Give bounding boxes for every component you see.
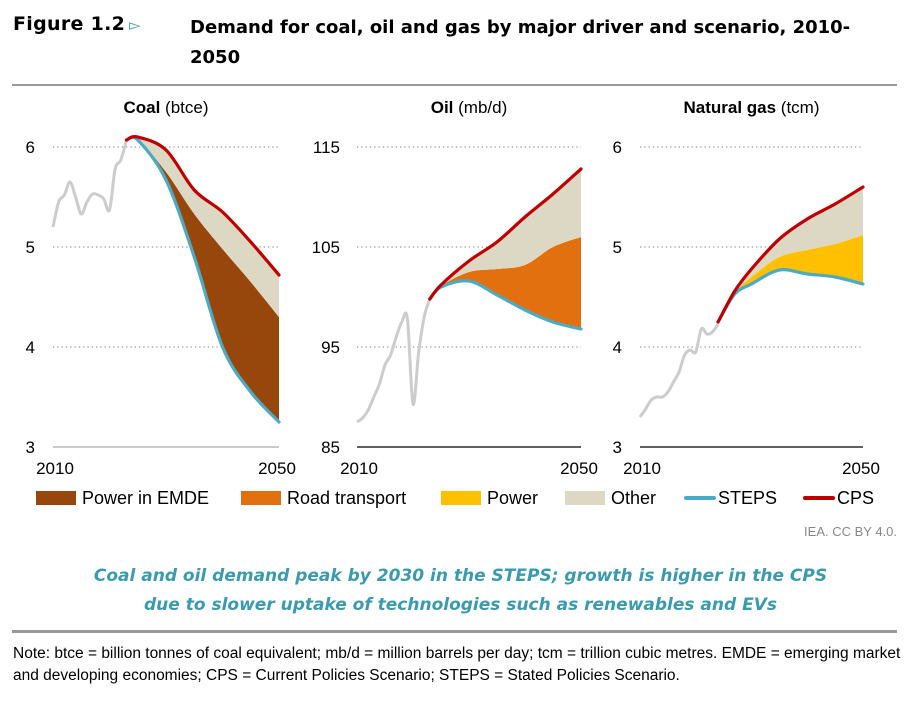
legend-label: Power: [487, 487, 539, 508]
panel-title-name: Coal: [123, 98, 160, 117]
figure-title: Demand for coal, oil and gas by major dr…: [190, 17, 851, 68]
legend-cps: CPS: [803, 486, 874, 510]
y-tick-label: 4: [26, 338, 35, 357]
legend-power-in-emde: Power in EMDE: [36, 486, 209, 510]
area-other: [718, 187, 863, 322]
cps-line: [124, 135, 281, 277]
cps-line: [428, 167, 583, 301]
figure-label: Figure 1.2 ▻: [13, 13, 141, 35]
panel-title: Coal (btce): [123, 98, 208, 117]
charts: Coal (btce) 3 4 5 6 2010 2050 Oil (mb/d) 85 95 105…: [26, 98, 880, 478]
y-tick-label: 85: [321, 438, 340, 457]
area-road-transport: [429, 237, 581, 329]
area-other: [429, 169, 581, 299]
legend-other: Other: [565, 486, 656, 510]
panel-title: Oil (mb/d): [431, 98, 508, 117]
y-tick-label: 4: [613, 338, 622, 357]
legend-line: [684, 496, 716, 500]
note-divider: [12, 630, 897, 633]
header-divider: [12, 84, 897, 86]
y-tick-label: 6: [26, 138, 35, 157]
legend-label: CPS: [837, 487, 875, 508]
credit: IEA. CC BY 4.0.: [804, 524, 897, 539]
legend-road-transport: Road transport: [241, 486, 406, 510]
note: Note: btce = billion tonnes of coal equi…: [13, 645, 901, 684]
y-tick-label: 3: [613, 438, 622, 457]
cps-line: [716, 185, 865, 324]
legend-label: Other: [611, 487, 657, 508]
panel-oil: Oil (mb/d) 85 95 105 115 2010 2050: [312, 98, 598, 478]
steps-line: [716, 268, 865, 324]
key-message: Coal and oil demand peak by 2030 in the …: [0, 562, 921, 620]
legend-swatch: [36, 491, 76, 505]
panel-title-unit: (mb/d): [453, 98, 507, 117]
x-tick-label: 2010: [340, 459, 378, 478]
panel-title-name: Oil: [431, 98, 454, 117]
y-tick-label: 5: [613, 238, 622, 257]
y-tick-label: 115: [313, 138, 340, 157]
history-line: [356, 298, 432, 424]
legend-steps: STEPS: [684, 486, 777, 510]
x-tick-label: 2010: [623, 459, 661, 478]
history-line: [51, 139, 128, 228]
legend-swatch: [241, 491, 281, 505]
panel-title: Natural gas (tcm): [683, 98, 819, 117]
y-tick-label: 6: [613, 138, 622, 157]
panel-natural-gas: Natural gas (tcm) 3 4 5 6 2010 2050: [613, 98, 880, 478]
x-tick-label: 2050: [560, 459, 598, 478]
legend-label: STEPS: [718, 487, 778, 508]
panel-title-name: Natural gas: [683, 98, 776, 117]
area-power: [718, 235, 863, 322]
x-tick-label: 2050: [258, 459, 296, 478]
legend-swatch: [565, 491, 605, 505]
legend-swatch: [441, 491, 481, 505]
panel-title-unit: (btce): [160, 98, 208, 117]
key-message-line: Coal and oil demand peak by 2030 in the …: [93, 566, 828, 586]
figure-number: Figure 1.2: [13, 13, 126, 35]
panel-title-unit: (tcm): [776, 98, 819, 117]
history-line: [638, 323, 720, 418]
y-tick-label: 105: [312, 238, 340, 257]
panel-coal: Coal (btce) 3 4 5 6 2010 2050: [26, 98, 296, 478]
steps-line: [124, 135, 281, 424]
y-tick-label: 5: [26, 238, 35, 257]
key-message-line: due to slower uptake of technologies suc…: [144, 595, 777, 615]
legend-label: Power in EMDE: [82, 487, 210, 508]
legend-line: [803, 496, 835, 500]
legend-label: Road transport: [287, 487, 407, 508]
x-tick-label: 2050: [842, 459, 880, 478]
legend-power: Power: [441, 486, 538, 510]
y-tick-label: 3: [26, 438, 35, 457]
x-tick-label: 2010: [36, 459, 74, 478]
triangle-right-icon: ▻: [129, 16, 141, 34]
y-tick-label: 95: [321, 338, 340, 357]
